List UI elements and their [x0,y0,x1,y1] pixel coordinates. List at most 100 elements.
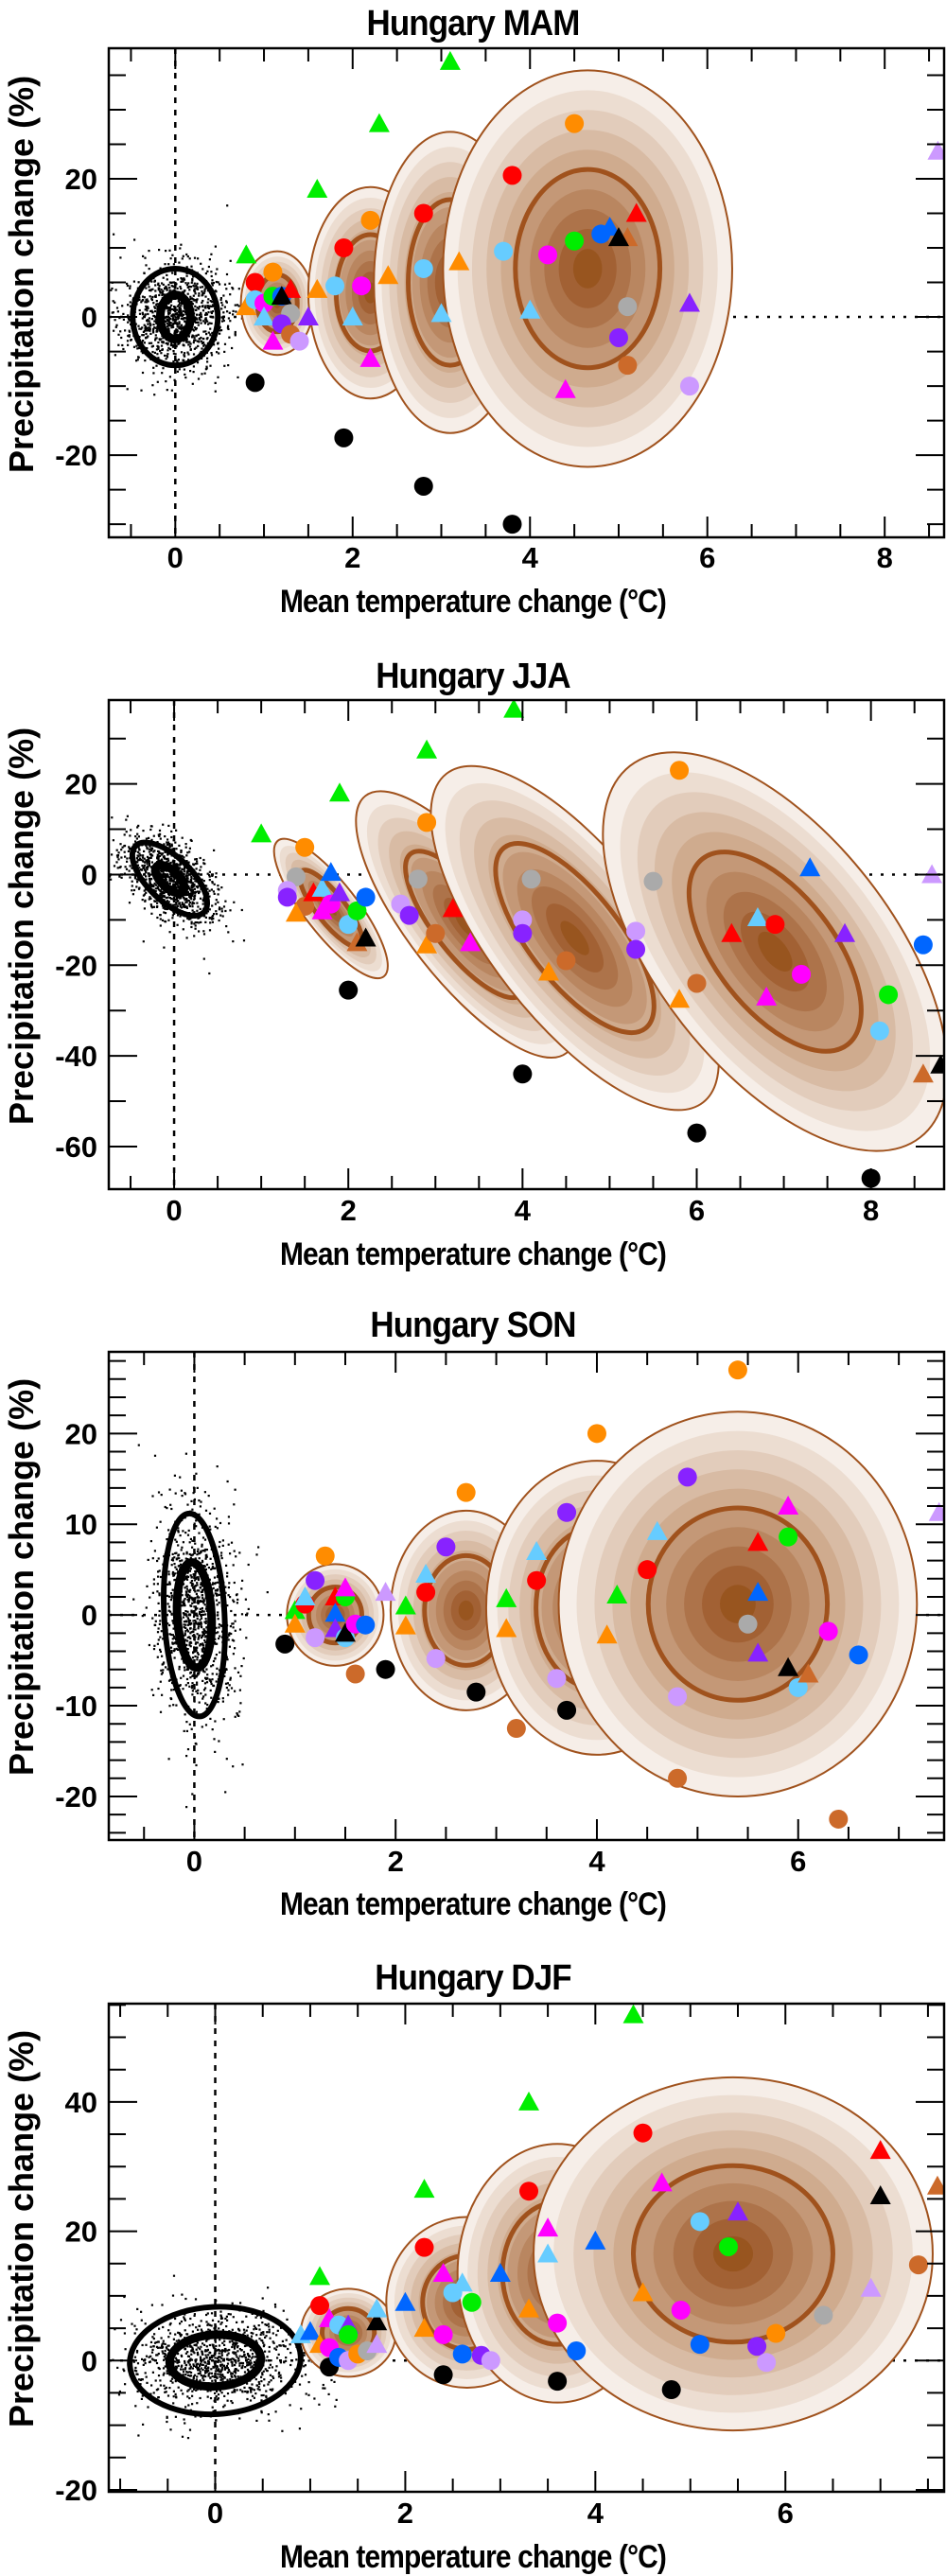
control-point [219,1624,222,1627]
control-point [186,2437,190,2440]
control-point [169,861,172,865]
model-marker-triangle [927,140,944,160]
control-point [247,2370,250,2373]
control-point [176,904,179,907]
control-point [226,2399,229,2402]
control-point [173,307,176,311]
control-point [184,2329,186,2332]
model-marker-circle [245,373,265,393]
control-point [198,891,201,895]
control-point [209,1528,212,1531]
control-point [178,368,181,371]
control-point [224,2350,227,2353]
control-point [187,861,190,864]
control-point [188,2397,191,2400]
probability-contour [686,850,864,1054]
control-point [235,1594,238,1597]
control-point [175,1540,178,1543]
control-point [254,2392,257,2395]
control-point [178,844,181,847]
control-point [215,1654,218,1656]
control-point [183,1552,185,1555]
x-tick-label: 0 [166,1194,182,1227]
control-point [214,1656,217,1659]
control-point [188,1685,191,1688]
control-point [189,1640,192,1643]
control-point [236,1602,238,1604]
control-point [185,274,188,277]
control-point [123,850,126,853]
control-point [209,333,212,336]
control-point [214,245,217,248]
control-point [197,307,201,310]
control-point [140,2397,143,2400]
control-point [199,1586,201,1589]
control-point [181,1594,184,1597]
control-point [183,2418,185,2421]
control-point [275,2365,278,2368]
control-point [137,356,140,359]
control-point [176,313,179,316]
control-point [226,326,229,329]
control-point [221,2328,224,2332]
control-point [161,919,165,921]
control-point [210,1682,213,1686]
control-point [136,2349,139,2353]
control-point [212,282,215,285]
control-point [154,334,157,337]
control-point [208,1512,212,1515]
control-point [180,850,183,853]
control-point [179,2335,182,2338]
control-point [188,888,191,891]
control-point [207,331,210,334]
control-point [149,880,151,883]
control-point [219,2315,223,2318]
control-point [155,300,158,303]
control-point [145,859,148,862]
control-point [264,2350,267,2353]
chart-title: Hungary JJA [376,657,570,696]
control-point [209,1689,212,1691]
control-point [190,898,193,901]
control-point [184,310,186,314]
control-point [122,318,125,321]
control-point [195,346,198,349]
control-point [226,2392,230,2395]
control-point [180,327,183,331]
control-point [202,915,205,918]
model-marker-circle [547,1669,567,1689]
control-point [193,895,196,899]
model-marker-triangle [311,877,333,897]
control-point [174,1578,177,1581]
control-point [188,257,191,260]
control-point [206,357,209,359]
control-point [148,836,150,839]
control-point [200,1692,202,1695]
control-point [184,2352,187,2355]
control-point [228,1582,231,1585]
control-point [228,336,231,339]
control-point [156,1631,160,1634]
control-point [126,282,129,285]
control-point [212,890,215,893]
projection-distribution-4 [442,69,733,468]
control-point [143,324,146,326]
control-point [189,1632,192,1635]
control-point [184,1634,186,1637]
control-point [191,905,194,908]
control-point [217,2370,219,2373]
control-point [204,1677,208,1680]
control-point [191,2323,194,2326]
control-point [185,2371,188,2374]
control-point [215,2344,218,2348]
control-point [132,888,136,892]
control-point [175,882,178,885]
control-point [227,931,230,934]
control-point [184,1632,186,1635]
control-point [169,309,172,312]
control-point [226,2319,229,2322]
control-point [195,327,198,330]
control-point [153,326,156,329]
control-point [111,287,114,290]
